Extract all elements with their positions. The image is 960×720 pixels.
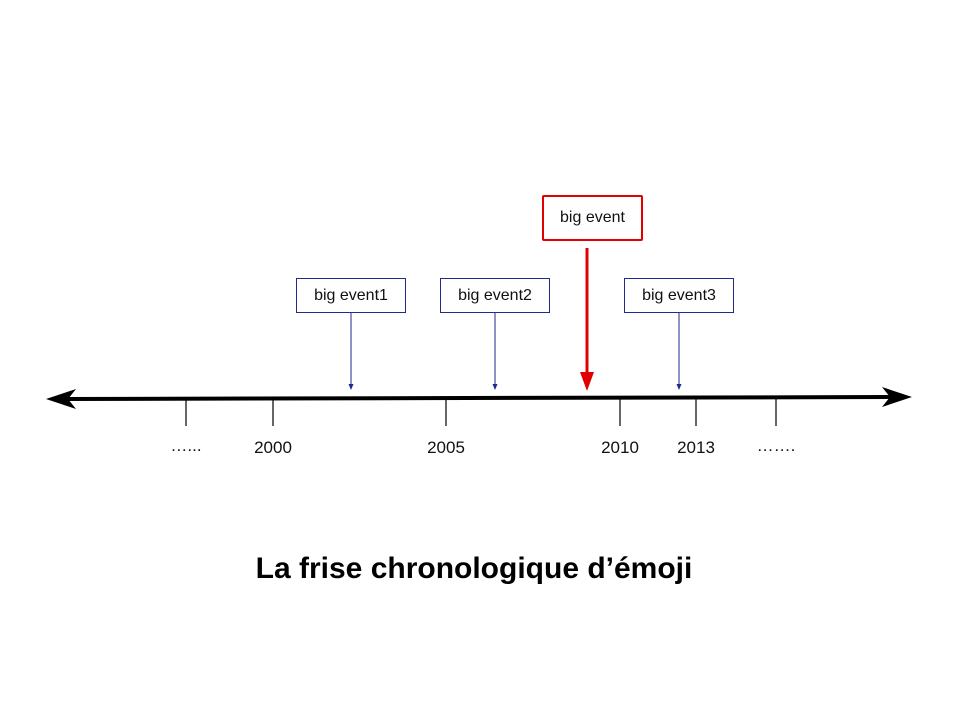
event-label: big event1	[314, 286, 388, 304]
tick-label: 2010	[601, 438, 639, 457]
event-pointer-arrowhead	[580, 372, 594, 391]
axis-right-arrowhead	[882, 387, 912, 407]
event-box: big event3	[624, 278, 734, 313]
event-pointer-arrowhead	[676, 384, 682, 390]
event-label: big event	[560, 209, 625, 226]
timeline-axis	[61, 395, 898, 401]
tick-label: 2000	[254, 438, 292, 457]
event-pointer-arrowhead	[348, 384, 354, 390]
tick-label: 2013	[677, 438, 715, 457]
tick-label: 2005	[427, 438, 465, 457]
event-label: big event2	[458, 286, 532, 304]
tick-label: …….	[756, 436, 796, 455]
event-label: big event3	[642, 286, 716, 304]
axis-left-arrowhead	[46, 389, 76, 409]
event-box: big event1	[296, 278, 406, 313]
diagram-title: La frise chronologique d’émoji	[255, 552, 693, 585]
major-event-box: big event	[542, 195, 643, 241]
event-pointer-arrowhead	[492, 384, 498, 390]
event-box: big event2	[440, 278, 550, 313]
tick-label: …...	[170, 436, 202, 455]
